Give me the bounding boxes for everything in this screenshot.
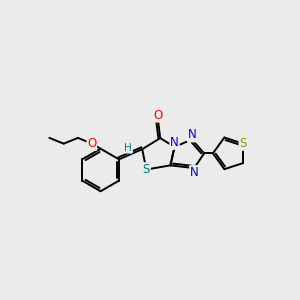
Text: S: S [239, 137, 247, 150]
Text: N: N [190, 166, 199, 179]
Text: N: N [188, 128, 196, 141]
Text: H: H [124, 143, 132, 153]
Text: O: O [153, 109, 163, 122]
Text: H: H [124, 143, 132, 153]
Text: N: N [170, 136, 179, 149]
Text: S: S [239, 137, 247, 150]
Text: N: N [190, 166, 199, 179]
Text: O: O [153, 109, 163, 122]
Text: N: N [188, 129, 196, 142]
Text: S: S [143, 163, 150, 176]
Text: S: S [143, 163, 150, 176]
Text: N: N [170, 136, 179, 149]
Text: O: O [87, 137, 97, 150]
Text: O: O [87, 137, 97, 150]
